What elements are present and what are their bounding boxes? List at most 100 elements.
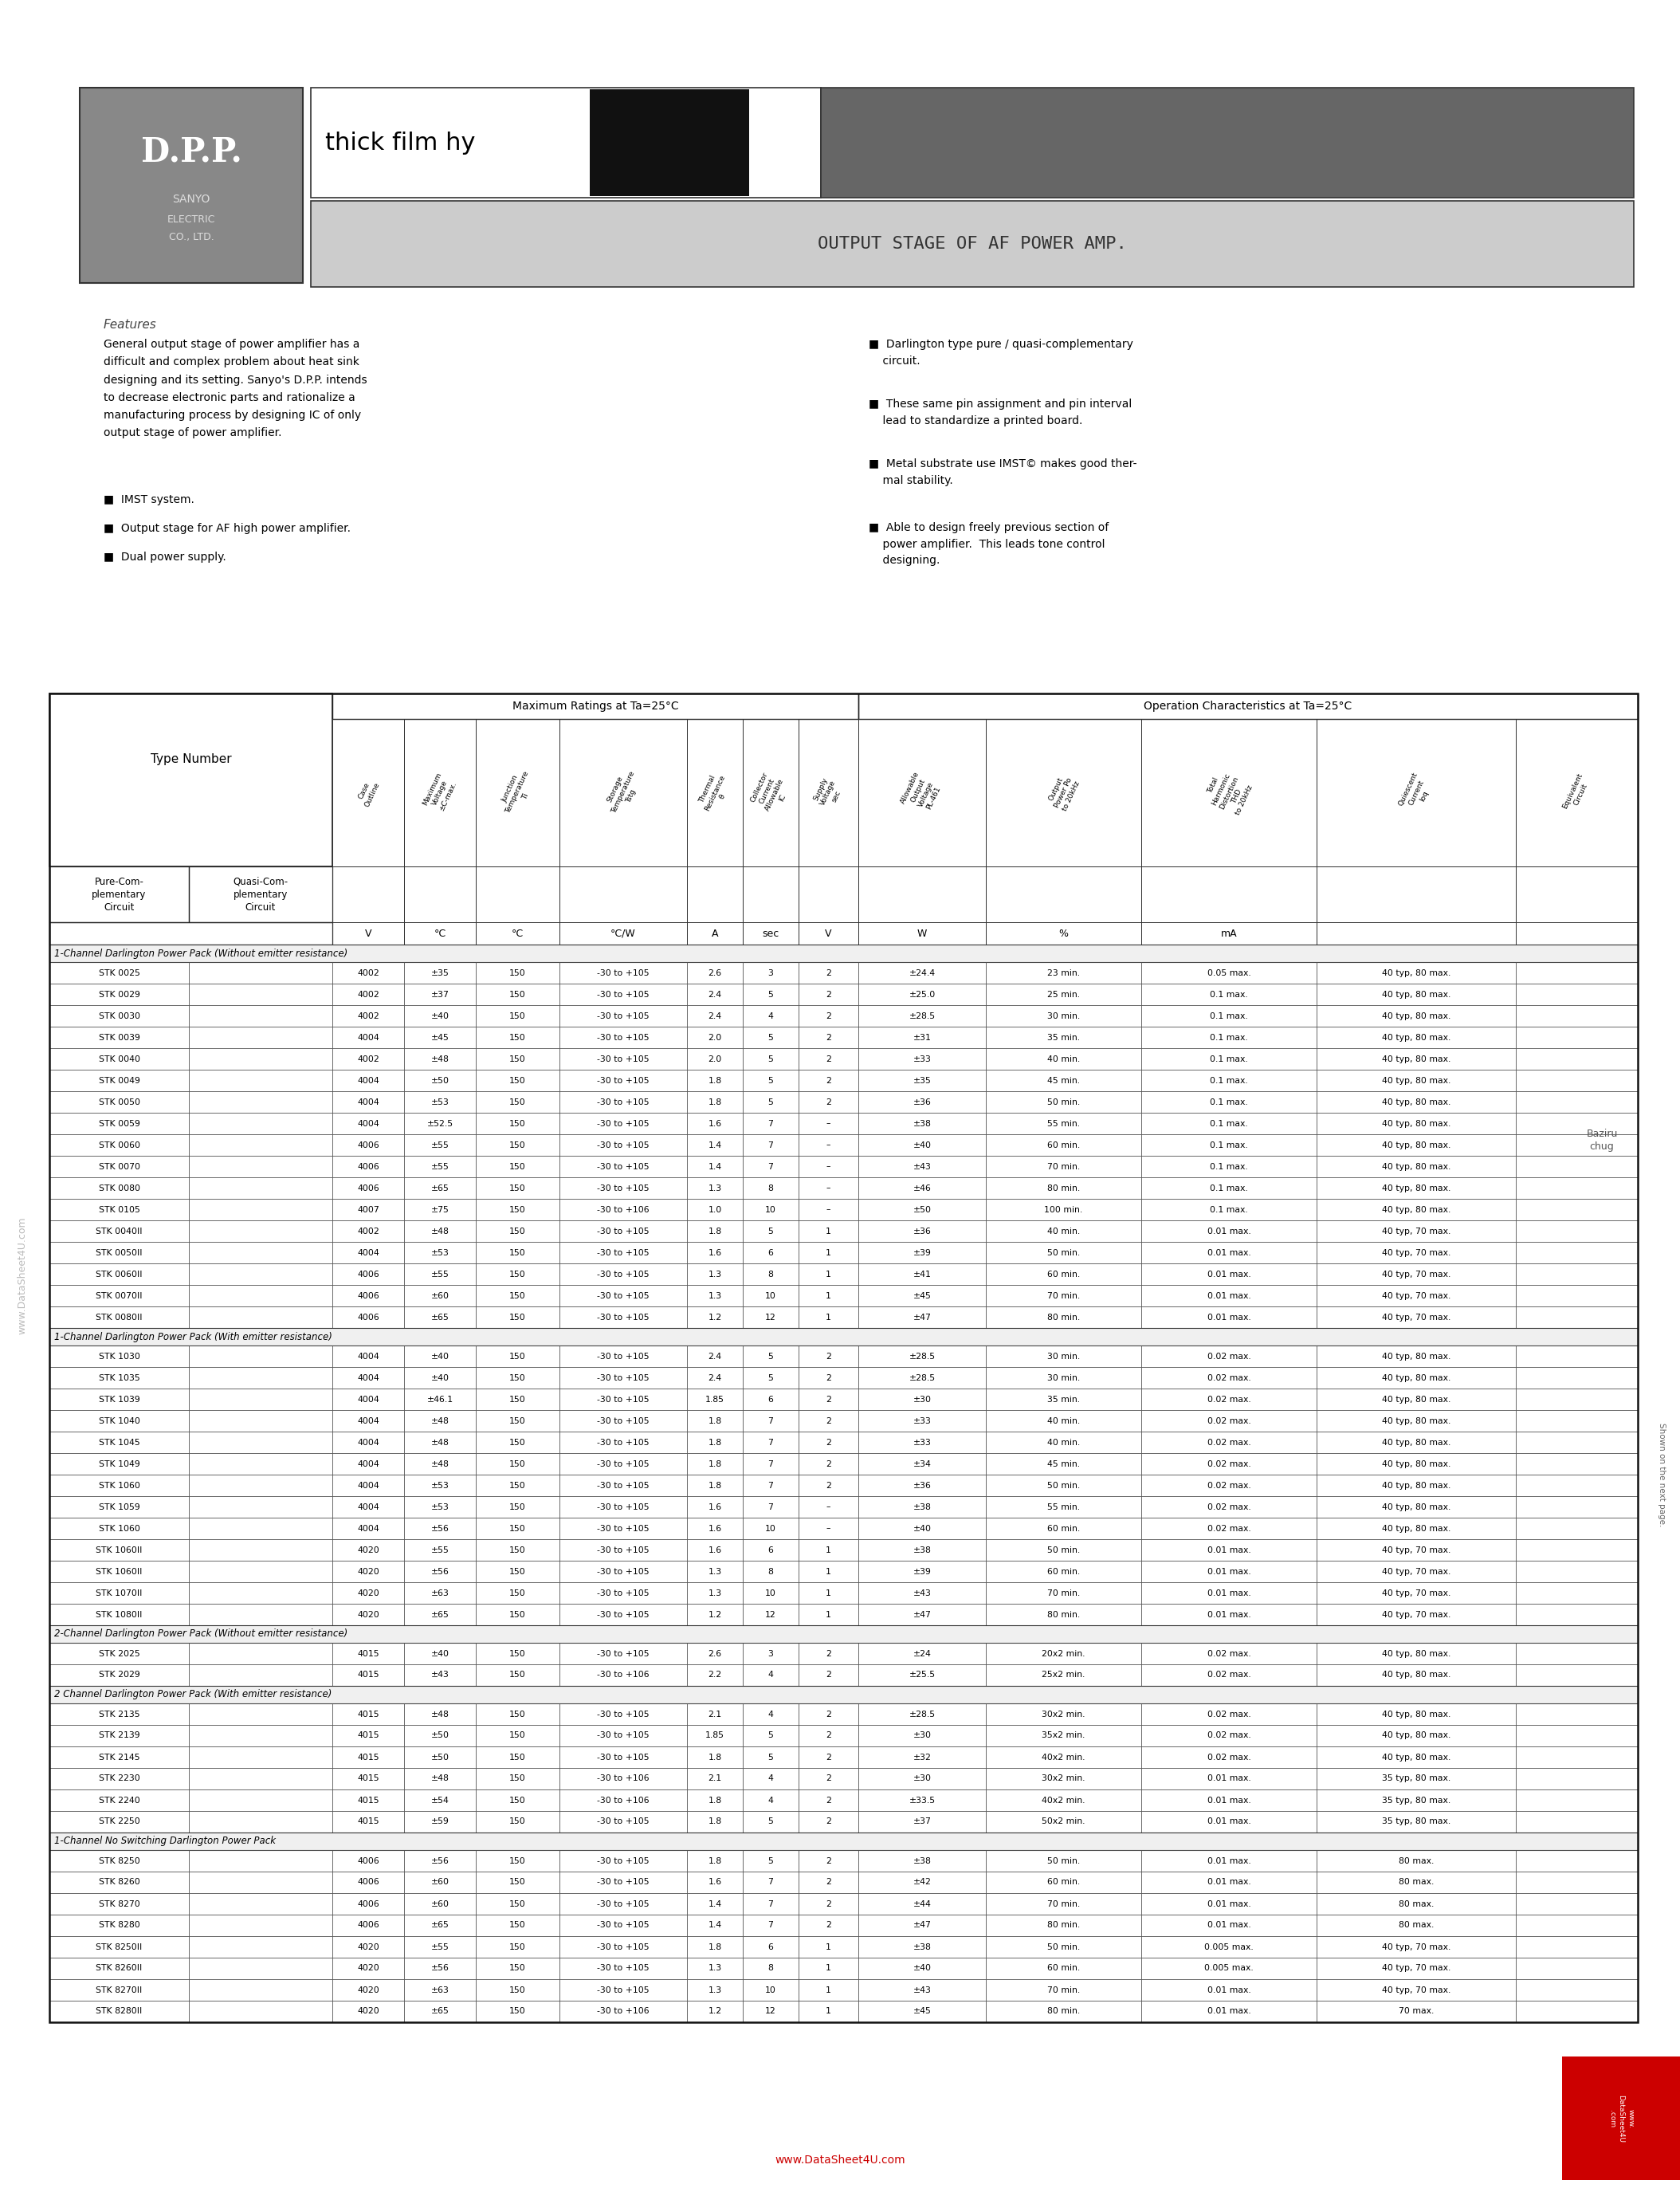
Text: 40 typ, 80 max.: 40 typ, 80 max.: [1381, 969, 1450, 978]
Bar: [405, 962, 475, 984]
Bar: [559, 1368, 687, 1388]
Bar: [1317, 1583, 1515, 1605]
Bar: [405, 1811, 475, 1833]
Text: -30 to +105: -30 to +105: [596, 1879, 650, 1887]
Bar: [858, 1285, 986, 1306]
Bar: [687, 1221, 743, 1243]
Text: 150: 150: [509, 1857, 526, 1865]
Bar: [49, 693, 1638, 2023]
Text: 150: 150: [509, 1249, 526, 1256]
Text: 2: 2: [825, 1098, 832, 1107]
Text: 0.1 max.: 0.1 max.: [1210, 1120, 1248, 1127]
Text: 2: 2: [825, 1900, 832, 1907]
Text: STK 1070II: STK 1070II: [96, 1589, 143, 1598]
Text: CO., LTD.: CO., LTD.: [168, 232, 213, 241]
Text: STK 8280: STK 8280: [99, 1922, 139, 1929]
Text: 5: 5: [768, 1032, 773, 1041]
Bar: [188, 1388, 333, 1409]
Text: 2: 2: [825, 1754, 832, 1760]
Text: 50 min.: 50 min.: [1047, 1942, 1080, 1951]
Text: 4004: 4004: [358, 1523, 380, 1532]
Bar: [743, 1475, 798, 1497]
Bar: [333, 1133, 405, 1155]
Bar: [188, 1431, 333, 1453]
Bar: [1515, 1070, 1638, 1092]
Text: 70 min.: 70 min.: [1047, 1900, 1080, 1907]
Bar: [49, 1048, 188, 1070]
Bar: [49, 1936, 188, 1957]
Bar: [1515, 719, 1638, 866]
Bar: [475, 1048, 559, 1070]
Bar: [475, 1133, 559, 1155]
Bar: [405, 1092, 475, 1114]
Bar: [1317, 1221, 1515, 1243]
Bar: [475, 1957, 559, 1979]
Bar: [798, 1789, 858, 1811]
Text: Output
Power Po
to 20kHz: Output Power Po to 20kHz: [1045, 774, 1082, 813]
Text: 4020: 4020: [358, 2008, 380, 2014]
Text: ±28.5: ±28.5: [909, 1013, 936, 1019]
Text: 1.8: 1.8: [707, 1942, 722, 1951]
Bar: [743, 1561, 798, 1583]
Bar: [743, 1026, 798, 1048]
Text: ±60: ±60: [430, 1879, 449, 1887]
Bar: [405, 1048, 475, 1070]
Bar: [559, 1872, 687, 1894]
Text: 1.4: 1.4: [707, 1142, 722, 1149]
Bar: [405, 1583, 475, 1605]
Bar: [49, 1664, 188, 1686]
Text: ±31: ±31: [912, 1032, 931, 1041]
Text: 7: 7: [768, 1900, 773, 1907]
Text: 0.02 max.: 0.02 max.: [1208, 1754, 1250, 1760]
Bar: [858, 962, 986, 984]
Bar: [798, 1850, 858, 1872]
Text: -30 to +105: -30 to +105: [596, 1098, 650, 1107]
Text: ±55: ±55: [430, 1942, 449, 1951]
Text: 1: 1: [825, 1611, 832, 1618]
Text: 2.6: 2.6: [707, 969, 722, 978]
Text: STK 1060: STK 1060: [99, 1482, 139, 1488]
Text: 4002: 4002: [358, 991, 380, 997]
Bar: [1141, 1583, 1317, 1605]
Text: ±43: ±43: [912, 1162, 931, 1171]
Text: 0.01 max.: 0.01 max.: [1208, 1986, 1250, 1995]
Text: 7: 7: [768, 1438, 773, 1447]
Bar: [559, 1199, 687, 1221]
Bar: [405, 1936, 475, 1957]
Text: -30 to +106: -30 to +106: [596, 1206, 650, 1214]
Bar: [798, 1475, 858, 1497]
Bar: [475, 1177, 559, 1199]
Bar: [188, 1133, 333, 1155]
Bar: [687, 1539, 743, 1561]
Text: 30 min.: 30 min.: [1047, 1013, 1080, 1019]
Text: 6: 6: [768, 1942, 773, 1951]
Bar: [405, 1642, 475, 1664]
Text: ±48: ±48: [430, 1228, 449, 1234]
Text: 40 typ, 80 max.: 40 typ, 80 max.: [1381, 1460, 1450, 1469]
Bar: [1515, 1725, 1638, 1747]
Bar: [475, 1285, 559, 1306]
Bar: [798, 962, 858, 984]
Bar: [986, 1048, 1141, 1070]
Bar: [1515, 1199, 1638, 1221]
Text: ±47: ±47: [912, 1611, 931, 1618]
Text: 1: 1: [825, 1313, 832, 1322]
Bar: [858, 1409, 986, 1431]
Text: 2.1: 2.1: [707, 1776, 722, 1782]
Text: 150: 150: [509, 1228, 526, 1234]
Text: Maximum Ratings at Ta=25°C: Maximum Ratings at Ta=25°C: [512, 701, 679, 712]
Text: ±45: ±45: [912, 2008, 931, 2014]
Text: 1-Channel Darlington Power Pack (With emitter resistance): 1-Channel Darlington Power Pack (With em…: [54, 1331, 333, 1342]
Bar: [333, 1070, 405, 1092]
Bar: [405, 1306, 475, 1328]
Bar: [1317, 1894, 1515, 1914]
Bar: [559, 1070, 687, 1092]
Text: 5: 5: [768, 1732, 773, 1740]
Bar: [1141, 1114, 1317, 1133]
Bar: [798, 1026, 858, 1048]
Bar: [798, 1811, 858, 1833]
Bar: [333, 1199, 405, 1221]
Text: 40x2 min.: 40x2 min.: [1042, 1795, 1085, 1804]
Bar: [1141, 1642, 1317, 1664]
Bar: [1141, 1957, 1317, 1979]
